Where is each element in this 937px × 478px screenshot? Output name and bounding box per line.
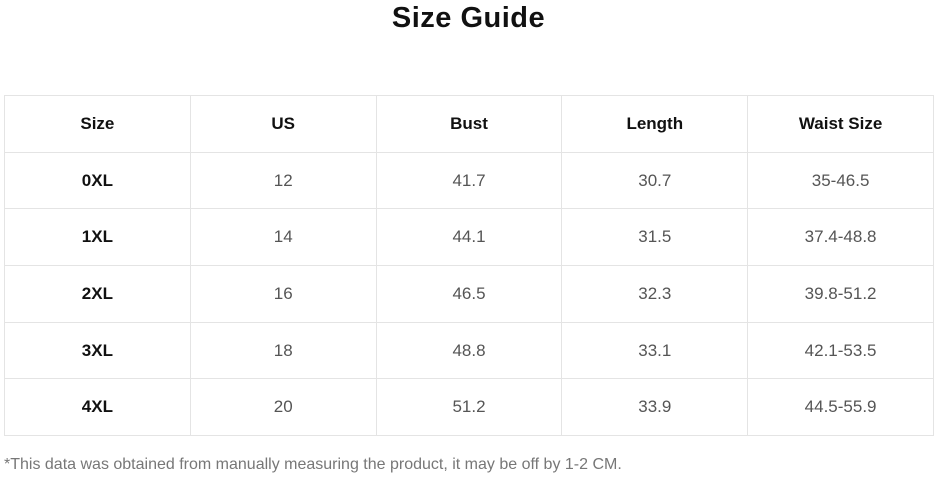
table-cell: 33.9 [561,378,749,437]
table-cell: 42.1-53.5 [747,321,934,380]
size-cell: 1XL [4,208,191,267]
column-header: Length [561,95,749,153]
table-cell: 18 [189,321,377,380]
table-row: 4XL 20 51.2 33.9 44.5-55.9 [4,378,934,437]
table-cell: 33.1 [561,321,749,380]
table-cell: 46.5 [375,265,563,323]
size-table: Size US Bust Length Waist Size 0XL 12 41.7 30.7 3… [4,95,934,437]
measurement-note: *This data was obtained from manually me… [4,456,622,473]
column-header: Bust [375,95,563,153]
table-cell: 20 [189,378,377,437]
size-cell: 2XL [4,265,191,323]
table-cell: 16 [189,265,377,323]
table-cell: 35-46.5 [747,151,934,210]
table-cell: 37.4-48.8 [747,208,934,267]
size-cell: 3XL [4,321,191,380]
table-cell: 44.1 [375,208,563,267]
size-cell: 0XL [4,151,191,210]
table-cell: 31.5 [561,208,749,267]
table-cell: 30.7 [561,151,749,210]
size-table-body: Size US Bust Length Waist Size 0XL 12 41.7 30.7 3… [4,95,934,437]
table-row: 3XL 18 48.8 33.1 42.1-53.5 [4,321,934,380]
column-header: US [189,95,377,153]
size-cell: 4XL [4,378,191,437]
table-cell: 48.8 [375,321,563,380]
table-cell: 44.5-55.9 [747,378,934,437]
table-cell: 39.8-51.2 [747,265,934,323]
table-row: 1XL 14 44.1 31.5 37.4-48.8 [4,208,934,267]
table-cell: 12 [189,151,377,210]
table-row: 0XL 12 41.7 30.7 35-46.5 [4,151,934,210]
page-title: Size Guide [391,2,546,34]
table-header-row: Size US Bust Length Waist Size [4,95,934,153]
table-cell: 14 [189,208,377,267]
column-header: Waist Size [747,95,934,153]
table-cell: 51.2 [375,378,563,437]
table-cell: 32.3 [561,265,749,323]
table-cell: 41.7 [375,151,563,210]
table-row: 2XL 16 46.5 32.3 39.8-51.2 [4,265,934,323]
column-header: Size [4,95,191,153]
